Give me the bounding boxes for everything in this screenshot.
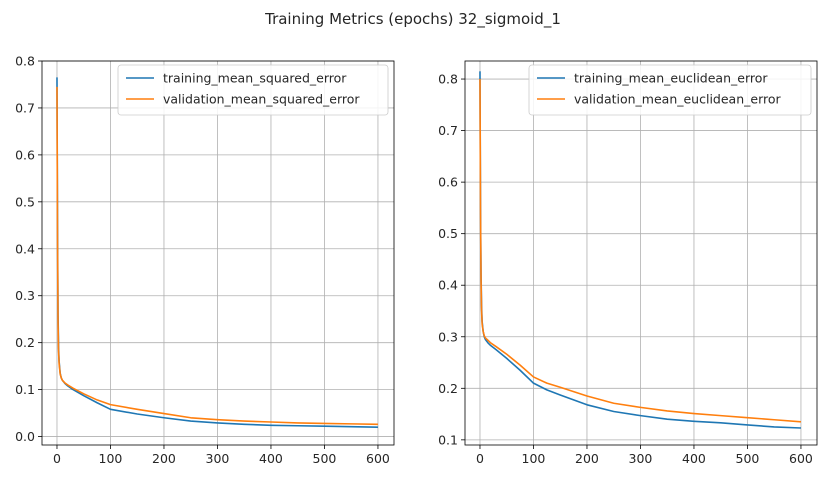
axes-frame [41, 60, 395, 446]
y-tick-label: 0.6 [438, 175, 458, 190]
x-tick-label: 400 [682, 451, 706, 466]
x-tick-label: 300 [206, 451, 230, 466]
y-tick-label: 0.8 [438, 72, 458, 87]
legend-entry-label: validation_mean_euclidean_error [574, 92, 782, 107]
y-tick-label: 0.5 [438, 226, 458, 241]
y-tick-label: 0.2 [438, 381, 458, 396]
x-tick-label: 100 [99, 451, 123, 466]
y-tick-label: 0.8 [15, 54, 35, 69]
legend-entry-label: training_mean_euclidean_error [574, 71, 768, 86]
y-tick-label: 0.3 [438, 329, 458, 344]
legend-entry-label: training_mean_squared_error [163, 71, 347, 86]
x-tick-label: 600 [789, 451, 813, 466]
y-tick-label: 0.4 [438, 278, 458, 293]
plot-mean-squared-error: 0 100 200 300 400 500 600 0.0 0.1 0.2 0.3 0.4 0.5 0.6… [15, 54, 395, 466]
y-tick-label: 0.3 [15, 288, 35, 303]
y-tick-label: 0.1 [438, 432, 458, 447]
x-tick-label: 0 [476, 451, 484, 466]
x-tick-label: 0 [53, 451, 61, 466]
y-tick-label: 0.1 [15, 382, 35, 397]
series-line-validation-mean-squared-error [56, 86, 378, 426]
x-tick-label: 100 [522, 451, 546, 466]
y-tick-label: 0.2 [15, 335, 35, 350]
x-tick-label: 500 [736, 451, 760, 466]
x-tick-label: 200 [152, 451, 176, 466]
x-tick-label: 600 [366, 451, 390, 466]
legend-entry-label: validation_mean_squared_error [163, 92, 360, 107]
x-tick-label: 300 [629, 451, 653, 466]
legend: training_mean_euclidean_error validation_… [528, 64, 812, 116]
y-tick-label: 0.7 [15, 100, 35, 115]
series-line-validation-mean-euclidean-error [479, 79, 802, 423]
axes-frame [464, 60, 818, 446]
legend-frame [117, 64, 389, 116]
plot-mean-euclidean-error: 0 100 200 300 400 500 600 0.1 0.2 0.3 0.4 0.5 0.6 0.7… [438, 60, 818, 466]
y-tick-label: 0.7 [438, 123, 458, 138]
y-tick-label: 0.0 [15, 429, 35, 444]
x-tick-label: 200 [575, 451, 599, 466]
x-tick-label: 500 [313, 451, 337, 466]
y-tick-label: 0.5 [15, 194, 35, 209]
legend: training_mean_squared_error validation_me… [117, 64, 389, 116]
y-tick-label: 0.6 [15, 147, 35, 162]
x-tick-label: 400 [259, 451, 283, 466]
figure-suptitle: Training Metrics (epochs) 32_sigmoid_1 [264, 10, 561, 29]
y-tick-label: 0.4 [15, 241, 35, 256]
legend-frame [528, 64, 812, 116]
